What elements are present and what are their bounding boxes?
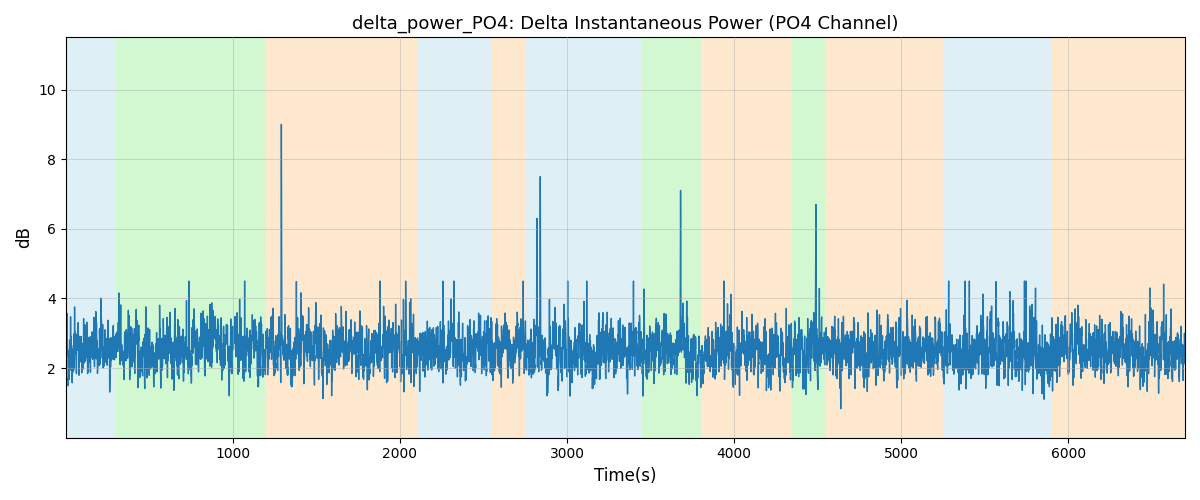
Bar — [116, 38, 266, 438]
Bar — [701, 38, 792, 438]
Bar — [492, 38, 526, 438]
Bar — [266, 38, 416, 438]
Bar — [642, 38, 701, 438]
Bar — [1051, 38, 1186, 438]
Bar — [943, 38, 1051, 438]
Bar — [416, 38, 492, 438]
Title: delta_power_PO4: Delta Instantaneous Power (PO4 Channel): delta_power_PO4: Delta Instantaneous Pow… — [353, 15, 899, 34]
Bar — [66, 38, 116, 438]
Bar — [826, 38, 943, 438]
X-axis label: Time(s): Time(s) — [594, 467, 656, 485]
Y-axis label: dB: dB — [16, 226, 34, 248]
Bar — [526, 38, 642, 438]
Bar — [792, 38, 826, 438]
